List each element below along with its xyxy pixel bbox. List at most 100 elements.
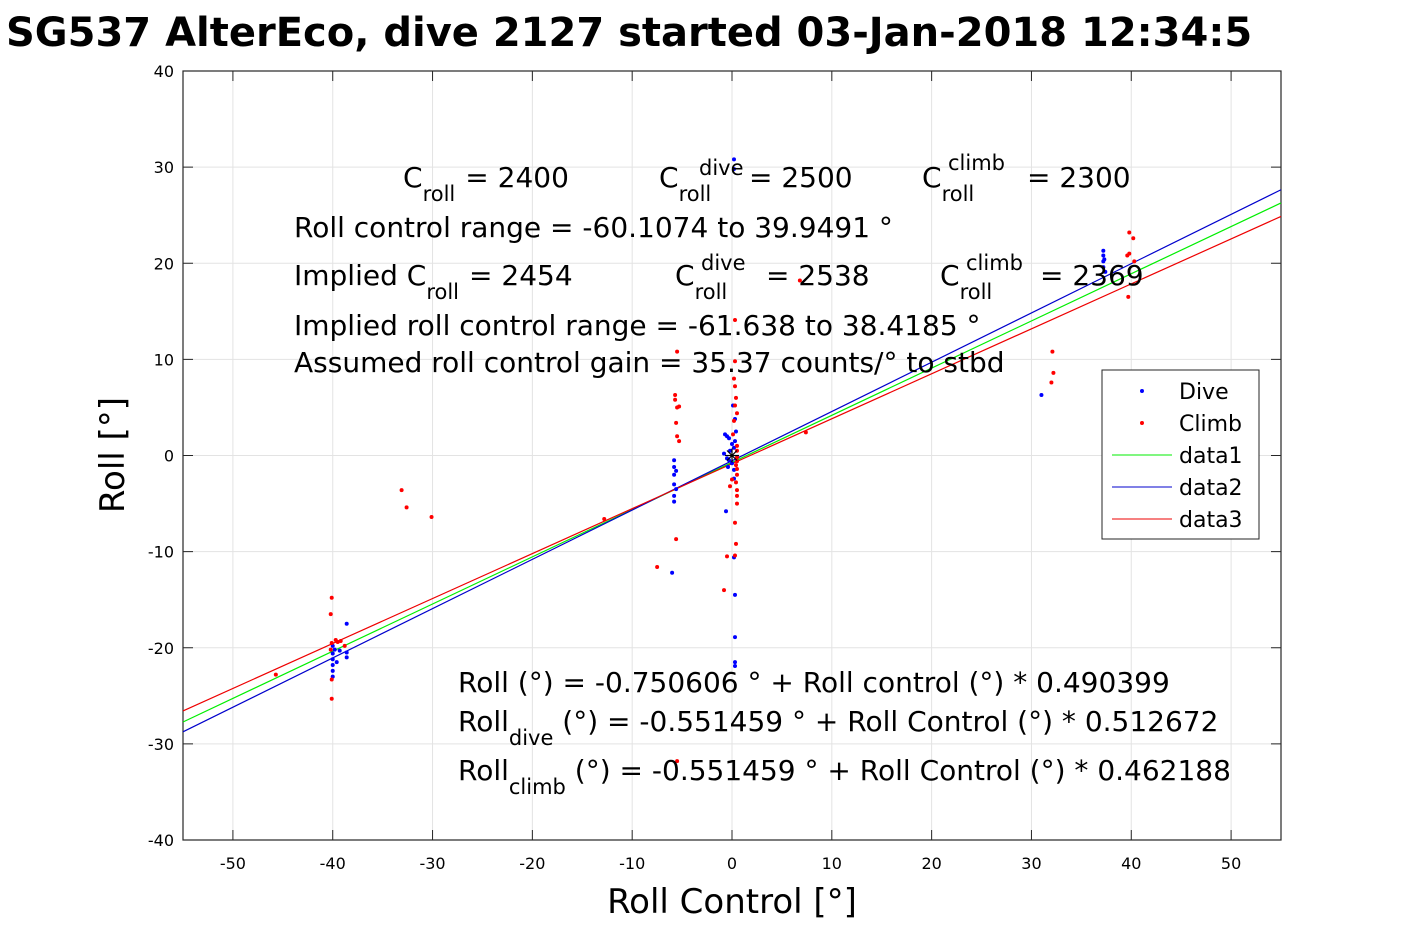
x-axis-label: Roll Control [°]	[607, 882, 857, 922]
data-point-dive	[731, 445, 736, 450]
implied-croll-dive-annotation: Croll	[675, 259, 727, 304]
roll-control-gain-text: Assumed roll control gain = 35.37 counts…	[294, 346, 1005, 379]
data-point-dive	[670, 570, 675, 575]
data-point-climb	[1126, 294, 1131, 299]
data-point-climb	[732, 403, 737, 408]
implied-roll-range-text: Implied roll control range = -61.638 to …	[294, 309, 981, 342]
data-point-dive	[344, 655, 349, 660]
x-tick-label: 50	[1221, 854, 1241, 873]
data-point-dive	[330, 651, 335, 656]
data-point-dive	[732, 635, 737, 640]
data-point-climb	[1132, 259, 1137, 264]
data-point-climb	[732, 384, 737, 389]
data-point-climb	[734, 472, 739, 477]
data-point-dive	[1101, 265, 1106, 270]
data-point-climb	[1050, 349, 1055, 354]
data-point-climb	[730, 432, 735, 437]
data-point-dive	[732, 592, 737, 597]
x-tick-label: -10	[619, 854, 645, 873]
data-point-climb	[734, 493, 739, 498]
data-point-dive	[730, 461, 734, 466]
data-point-dive	[731, 157, 736, 162]
data-point-climb	[329, 595, 334, 600]
data-point-climb	[399, 488, 404, 493]
croll-dive-annotation: Croll	[659, 161, 711, 206]
data-point-dive	[672, 499, 677, 504]
data-point-dive	[330, 657, 335, 662]
x-tick-label: -20	[519, 854, 545, 873]
x-tick-label: -40	[320, 854, 346, 873]
data-point-climb	[674, 420, 679, 425]
data-point-climb	[1131, 236, 1136, 241]
data-point-dive	[672, 482, 677, 487]
croll-dive-value: = 2500	[749, 161, 853, 194]
data-point-climb	[733, 463, 738, 468]
implied-croll-dive-superscript: dive	[701, 251, 746, 275]
axis-ticks: -50 -40 -30 -20 -10 0 10 20 30 40 50 -40 -30 -20 -10 0 1…	[148, 62, 1281, 873]
data-point-climb	[328, 647, 333, 652]
data-point-dive	[330, 663, 335, 668]
data-point-dive	[332, 647, 337, 652]
data-point-climb	[1127, 230, 1132, 235]
y-tick-label: 0	[164, 447, 174, 466]
data-point-climb	[677, 439, 682, 444]
y-tick-label: 30	[154, 158, 174, 177]
data-point-climb	[728, 484, 733, 489]
x-tick-label: 10	[822, 854, 842, 873]
x-tick-label: 40	[1121, 854, 1141, 873]
data-point-dive	[672, 465, 677, 470]
data-point-dive	[1101, 253, 1106, 258]
origin-marker	[725, 448, 739, 463]
legend-label-dive: Dive	[1179, 380, 1229, 405]
data-point-climb	[732, 520, 737, 525]
croll-climb-annotation: Croll	[922, 161, 974, 206]
data-point-climb	[734, 455, 739, 460]
data-point-climb	[273, 672, 278, 677]
data-point-dive	[1101, 248, 1106, 253]
data-point-climb	[732, 359, 737, 364]
data-point-climb	[328, 612, 333, 617]
data-point-climb	[733, 480, 738, 485]
data-point-dive	[344, 650, 349, 655]
data-point-dive	[337, 648, 342, 653]
legend-marker-climb	[1140, 421, 1144, 425]
y-tick-label: -30	[148, 735, 174, 754]
chart-title: SG537 AlterEco, dive 2127 started 03-Jan…	[6, 10, 1252, 56]
data-point-climb	[338, 639, 343, 644]
data-point-climb	[429, 515, 434, 520]
x-tick-label: 30	[1021, 854, 1041, 873]
y-tick-label: 10	[154, 350, 174, 369]
data-point-climb	[725, 554, 730, 559]
y-tick-label: -10	[148, 543, 174, 562]
data-point-dive	[344, 621, 349, 626]
implied-croll-annotation: Implied Croll = 2454	[294, 259, 573, 304]
data-point-dive	[672, 493, 677, 498]
y-tick-label: 40	[154, 62, 174, 81]
data-point-dive	[732, 439, 737, 444]
data-point-climb	[329, 677, 334, 682]
fit-climb-equation-text: Rollclimb (°) = -0.551459 ° + Roll Contr…	[458, 754, 1231, 799]
implied-croll-climb-annotation: Croll	[940, 259, 992, 304]
croll-annotation: Croll = 2400	[403, 161, 569, 206]
data-point-dive	[672, 472, 677, 477]
data-point-climb	[734, 443, 739, 448]
data-point-climb	[329, 696, 334, 701]
data-point-dive	[674, 487, 679, 492]
data-point-climb	[404, 505, 409, 510]
x-tick-label: -50	[220, 854, 246, 873]
data-point-climb	[732, 317, 737, 322]
y-tick-label: -40	[148, 831, 174, 850]
data-point-dive	[731, 167, 736, 172]
data-point-climb	[734, 466, 739, 471]
data-point-dive	[674, 468, 679, 473]
data-point-climb	[731, 376, 736, 381]
data-point-climb	[333, 638, 338, 643]
data-point-climb	[797, 278, 802, 283]
croll-climb-superscript: climb	[948, 151, 1005, 175]
y-tick-label: 20	[154, 254, 174, 273]
data-point-climb	[734, 501, 739, 506]
data-point-climb	[329, 640, 334, 645]
data-point-climb	[673, 397, 678, 402]
data-point-dive	[672, 458, 677, 463]
legend-label-data3: data3	[1179, 508, 1243, 533]
